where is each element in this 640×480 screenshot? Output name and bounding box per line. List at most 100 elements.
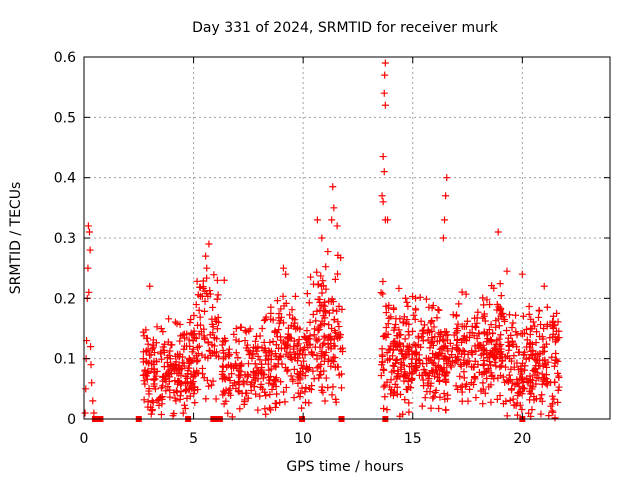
data-point — [495, 335, 503, 343]
data-point — [163, 354, 171, 362]
data-point — [308, 348, 316, 356]
data-point — [286, 348, 294, 356]
data-point — [246, 348, 254, 356]
data-point — [331, 275, 339, 283]
data-point — [302, 365, 310, 373]
data-point — [144, 398, 152, 406]
data-point — [496, 280, 504, 288]
data-point — [331, 363, 339, 371]
data-point — [175, 362, 183, 370]
data-point — [333, 222, 341, 230]
data-point — [235, 388, 243, 396]
data-point — [516, 401, 524, 409]
data-point — [214, 291, 222, 299]
data-point — [497, 348, 505, 356]
data-point — [322, 263, 330, 271]
data-point — [82, 385, 90, 393]
data-point — [394, 332, 402, 340]
data-point — [458, 382, 466, 390]
data-point — [166, 393, 174, 401]
data-point — [533, 357, 541, 365]
data-point — [215, 318, 223, 326]
data-point — [301, 351, 309, 359]
data-point — [418, 402, 426, 410]
data-point — [247, 387, 255, 395]
data-point — [171, 318, 179, 326]
data-point — [405, 399, 413, 407]
data-point — [543, 322, 551, 330]
data-point — [151, 349, 159, 357]
data-point — [294, 340, 302, 348]
data-point — [487, 369, 495, 377]
data-point — [276, 399, 284, 407]
data-point — [399, 410, 407, 418]
data-point — [192, 334, 200, 342]
data-point — [317, 321, 325, 329]
data-point — [454, 346, 462, 354]
data-point — [183, 374, 191, 382]
data-point — [497, 341, 505, 349]
data-point — [401, 353, 409, 361]
data-point — [89, 397, 97, 405]
data-point — [86, 246, 94, 254]
data-point — [430, 359, 438, 367]
data-point — [429, 394, 437, 402]
data-point — [471, 357, 479, 365]
data-point — [213, 295, 221, 303]
data-point — [441, 328, 449, 336]
data-point — [537, 410, 545, 418]
data-point — [165, 315, 173, 323]
data-point — [210, 349, 218, 357]
data-point — [304, 336, 312, 344]
data-point — [221, 353, 229, 361]
data-point — [331, 342, 339, 350]
data-point — [150, 365, 158, 373]
data-point — [454, 385, 462, 393]
data-point — [234, 354, 242, 362]
data-point — [492, 362, 500, 370]
data-point — [377, 289, 385, 297]
data-point — [460, 368, 468, 376]
data-point — [442, 192, 450, 200]
data-point — [206, 331, 214, 339]
data-point — [314, 295, 322, 303]
data-point — [400, 361, 408, 369]
data-point — [159, 382, 167, 390]
data-point — [262, 392, 270, 400]
data-point — [186, 357, 194, 365]
data-point — [437, 329, 445, 337]
data-point — [495, 322, 503, 330]
data-point — [147, 410, 155, 418]
data-point — [526, 396, 534, 404]
data-point — [434, 306, 442, 314]
data-point — [203, 264, 211, 272]
data-point — [297, 361, 305, 369]
data-point — [555, 327, 563, 335]
data-point — [514, 379, 522, 387]
data-point — [525, 310, 533, 318]
data-point — [470, 332, 478, 340]
data-point — [258, 360, 266, 368]
data-point — [427, 319, 435, 327]
data-point — [456, 372, 464, 380]
data-point — [279, 264, 287, 272]
data-point — [230, 379, 238, 387]
data-point — [275, 314, 283, 322]
data-point — [271, 350, 279, 358]
data-point — [164, 383, 172, 391]
data-point — [189, 378, 197, 386]
data-point — [470, 380, 478, 388]
data-point — [152, 357, 160, 365]
data-point — [325, 333, 333, 341]
data-point — [201, 287, 209, 295]
data-point — [392, 321, 400, 329]
data-point — [454, 353, 462, 361]
data-point — [318, 383, 326, 391]
plot-frame — [83, 56, 611, 420]
data-point — [145, 351, 153, 359]
data-point — [186, 356, 194, 364]
data-point — [177, 332, 185, 340]
data-point — [317, 272, 325, 280]
data-point — [397, 331, 405, 339]
